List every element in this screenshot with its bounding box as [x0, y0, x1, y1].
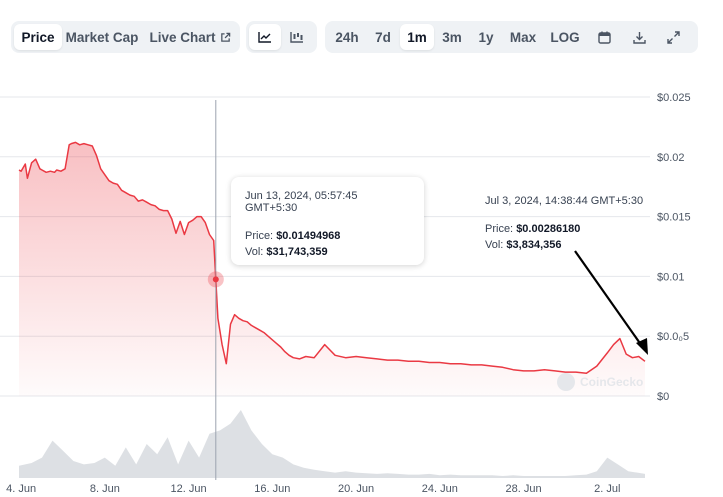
range-3m-label: 3m: [442, 29, 462, 45]
tooltip-price: $0.01494968: [276, 230, 341, 242]
range-1m-label: 1m: [407, 29, 427, 45]
range-1y-button[interactable]: 1y: [470, 24, 502, 50]
tab-price-label: Price: [21, 29, 55, 45]
x-tick-label: 2. Jul: [594, 483, 620, 495]
calendar-icon: [597, 31, 611, 44]
second-tooltip-price-label: Price:: [485, 223, 514, 235]
download-button[interactable]: [622, 24, 656, 50]
tab-live-chart[interactable]: Live Chart: [142, 24, 238, 50]
second-tooltip-date: Jul 3, 2024, 14:38:44 GMT+5:30: [485, 195, 644, 207]
range-3m-button[interactable]: 3m: [434, 24, 470, 50]
range-24h-label: 24h: [335, 29, 359, 45]
hover-marker-core: [212, 276, 219, 283]
external-link-icon: [220, 32, 231, 43]
fullscreen-button[interactable]: [656, 24, 690, 50]
x-axis-labels: 4. Jun 8. Jun 12. Jun 16. Jun 20. Jun 24. Jun…: [6, 483, 620, 495]
tooltip-vol-row: Vol: $31,743,359: [245, 246, 410, 258]
range-max-button[interactable]: Max: [502, 24, 544, 50]
tooltip-vol: $31,743,359: [266, 246, 328, 258]
tab-price[interactable]: Price: [14, 24, 62, 50]
tooltip-date: Jun 13, 2024, 05:57:45 GMT+5:30: [245, 190, 358, 214]
range-7d-button[interactable]: 7d: [366, 24, 400, 50]
tab-live-chart-label: Live Chart: [149, 29, 216, 45]
second-tooltip-vol: $3,834,356: [506, 239, 562, 251]
line-chart-button[interactable]: [249, 24, 281, 50]
second-tooltip-vol-label: Vol:: [485, 239, 504, 251]
y-tick-label: $0.02: [657, 152, 685, 164]
x-tick-label: 16. Jun: [254, 483, 290, 495]
tooltip-vol-label: Vol:: [245, 246, 264, 258]
candlestick-icon: [290, 31, 304, 43]
range-max-label: Max: [509, 29, 537, 45]
y-tick-label: $0.01: [657, 271, 685, 283]
tooltip-price-row: Price: $0.01494968: [245, 230, 410, 242]
fullscreen-icon: [666, 30, 680, 44]
chart-type-group: [246, 21, 317, 53]
tab-market-cap[interactable]: Market Cap: [62, 24, 142, 50]
range-1y-label: 1y: [478, 29, 494, 45]
second-tooltip-price: $0.00286180: [516, 223, 581, 235]
second-tooltip-vol-row: Vol: $3,834,356: [485, 239, 675, 251]
y-tick-label: $0.015: [657, 212, 691, 224]
y-tick-label: $0: [657, 391, 669, 403]
log-scale-button[interactable]: LOG: [544, 24, 586, 50]
download-icon: [632, 31, 646, 44]
calendar-button[interactable]: [586, 24, 622, 50]
tooltip-price-label: Price:: [245, 230, 274, 242]
watermark-text: CoinGecko: [580, 375, 643, 389]
watermark: CoinGecko: [557, 373, 643, 391]
range-group: 24h 7d 1m 3m 1y Max LOG: [325, 21, 698, 53]
line-chart-icon: [258, 31, 272, 43]
x-tick-label: 8. Jun: [90, 483, 120, 495]
tab-market-cap-label: Market Cap: [65, 29, 139, 45]
candlestick-button[interactable]: [281, 24, 313, 50]
x-tick-label: 28. Jun: [506, 483, 542, 495]
x-tick-label: 20. Jun: [338, 483, 374, 495]
price-line: [18, 141, 646, 375]
x-tick-label: 12. Jun: [171, 483, 207, 495]
hover-tooltip: Jun 13, 2024, 05:57:45 GMT+5:30 Price: $…: [231, 177, 424, 265]
price-area: [19, 142, 645, 396]
y-tick-label: $0.0₀5: [657, 331, 689, 343]
x-tick-label: 24. Jun: [422, 483, 458, 495]
volume-path: [19, 410, 645, 478]
volume-area: [19, 410, 645, 478]
second-tooltip-price-row: Price: $0.00286180: [485, 223, 675, 235]
x-tick-label: 4. Jun: [6, 483, 36, 495]
y-tick-label: $0.025: [657, 92, 691, 104]
view-tabs: Price Market Cap Live Chart: [11, 21, 240, 53]
log-scale-label: LOG: [550, 29, 580, 45]
second-tooltip: Jul 3, 2024, 14:38:44 GMT+5:30 Price: $0…: [485, 195, 675, 251]
y-axis-labels: $0 $0.0₀5 $0.01 $0.015 $0.02 $0.025: [657, 92, 691, 403]
range-1m-button[interactable]: 1m: [400, 24, 434, 50]
range-7d-label: 7d: [375, 29, 391, 45]
annotation-arrow: [574, 250, 648, 355]
range-24h-button[interactable]: 24h: [328, 24, 366, 50]
